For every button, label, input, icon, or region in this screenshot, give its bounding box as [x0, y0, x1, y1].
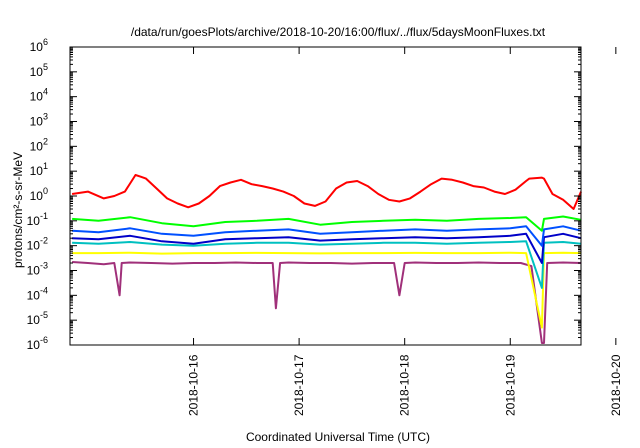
y-tick-label: 10-2 [27, 236, 48, 253]
series-line [72, 225, 582, 247]
y-tick-base: 10 [27, 214, 41, 228]
y-tick-exponent: 6 [43, 37, 48, 47]
y-tick-label: 10-6 [27, 335, 48, 352]
y-tick-base: 10 [27, 338, 41, 352]
x-tick-label: 2018-10-18 [398, 354, 412, 416]
y-tick-exponent: -3 [40, 261, 48, 271]
series-line [72, 232, 582, 264]
y-tick-exponent: -5 [40, 310, 48, 320]
y-tick-exponent: 1 [43, 161, 48, 171]
y-tick-exponent: -6 [40, 335, 48, 345]
series-line [71, 174, 582, 210]
y-tick-label: 103 [30, 112, 48, 129]
y-tick-exponent: 3 [43, 112, 48, 122]
y-tick-label: 10-3 [27, 261, 48, 278]
plot-frame [69, 46, 582, 346]
y-tick-label: 101 [30, 161, 48, 178]
y-tick-base: 10 [30, 65, 44, 79]
y-tick-base: 10 [30, 189, 44, 203]
x-tick-label: 2018-10-20 [609, 354, 623, 416]
y-tick-base: 10 [27, 239, 41, 253]
x-axis-title: Coordinated Universal Time (UTC) [246, 430, 430, 444]
y-tick-label: 100 [30, 186, 48, 203]
series-line [72, 261, 582, 344]
y-tick-exponent: 5 [43, 62, 48, 72]
series-line [72, 215, 582, 232]
y-tick-label: 102 [30, 136, 48, 153]
series-line [72, 240, 582, 289]
x-tick-label: 2018-10-19 [503, 354, 517, 416]
y-tick-exponent: -4 [40, 285, 48, 295]
y-axis-title-text: protons/cm²-s-sr-MeV [11, 152, 25, 268]
y-tick-exponent: 0 [43, 186, 48, 196]
series-line [72, 251, 582, 329]
y-tick-base: 10 [30, 90, 44, 104]
y-tick-exponent: 2 [43, 136, 48, 146]
y-tick-label: 10-4 [27, 285, 48, 302]
y-tick-base: 10 [27, 264, 41, 278]
y-tick-exponent: -1 [40, 211, 48, 221]
y-tick-label: 106 [30, 37, 48, 54]
y-tick-base: 10 [30, 164, 44, 178]
y-tick-base: 10 [27, 313, 41, 327]
y-tick-base: 10 [30, 40, 44, 54]
x-tick-label: 2018-10-16 [187, 354, 201, 416]
plot-area [71, 174, 582, 344]
y-tick-label: 10-1 [27, 211, 48, 228]
y-tick-base: 10 [27, 288, 41, 302]
y-tick-exponent: -2 [40, 236, 48, 246]
y-axis-title: protons/cm²-s-sr-MeV [11, 152, 25, 268]
x-axis-ticks: 2018-10-16 2018-10-17 2018-10-18 2018-10-19… [187, 47, 623, 416]
y-tick-exponent: 4 [43, 87, 48, 97]
x-tick-label: 2018-10-17 [292, 354, 306, 416]
y-tick-label: 10-5 [27, 310, 48, 327]
y-tick-base: 10 [30, 139, 44, 153]
y-tick-label: 104 [30, 87, 48, 104]
y-axis-ticks: 10-610-510-410-310-210-11001011021031041… [27, 37, 581, 352]
y-tick-label: 105 [30, 62, 48, 79]
chart-title: /data/run/goesPlots/archive/2018-10-20/1… [131, 25, 546, 39]
y-tick-base: 10 [30, 115, 44, 129]
